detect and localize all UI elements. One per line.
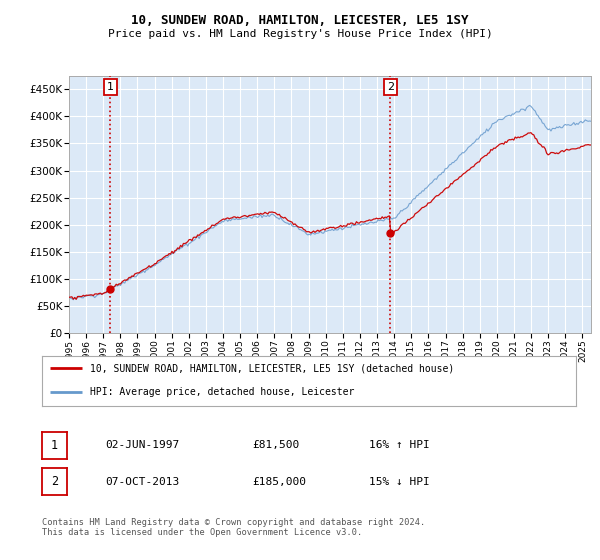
Text: 15% ↓ HPI: 15% ↓ HPI bbox=[369, 477, 430, 487]
Text: £81,500: £81,500 bbox=[252, 440, 299, 450]
Text: 10, SUNDEW ROAD, HAMILTON, LEICESTER, LE5 1SY (detached house): 10, SUNDEW ROAD, HAMILTON, LEICESTER, LE… bbox=[90, 363, 454, 373]
Text: 16% ↑ HPI: 16% ↑ HPI bbox=[369, 440, 430, 450]
Text: £185,000: £185,000 bbox=[252, 477, 306, 487]
Text: Contains HM Land Registry data © Crown copyright and database right 2024.
This d: Contains HM Land Registry data © Crown c… bbox=[42, 518, 425, 538]
Text: 07-OCT-2013: 07-OCT-2013 bbox=[105, 477, 179, 487]
Text: 02-JUN-1997: 02-JUN-1997 bbox=[105, 440, 179, 450]
Text: 2: 2 bbox=[51, 475, 58, 488]
Text: 10, SUNDEW ROAD, HAMILTON, LEICESTER, LE5 1SY: 10, SUNDEW ROAD, HAMILTON, LEICESTER, LE… bbox=[131, 14, 469, 27]
Text: Price paid vs. HM Land Registry's House Price Index (HPI): Price paid vs. HM Land Registry's House … bbox=[107, 29, 493, 39]
Text: 1: 1 bbox=[51, 438, 58, 452]
Text: 1: 1 bbox=[107, 82, 114, 92]
Text: HPI: Average price, detached house, Leicester: HPI: Average price, detached house, Leic… bbox=[90, 388, 355, 398]
Text: 2: 2 bbox=[386, 82, 394, 92]
